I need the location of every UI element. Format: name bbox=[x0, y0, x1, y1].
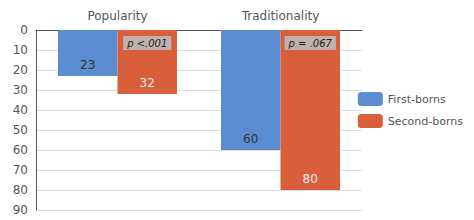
svg-text:20: 20 bbox=[13, 63, 28, 77]
svg-text:First-borns: First-borns bbox=[388, 93, 446, 106]
svg-text:40: 40 bbox=[13, 103, 28, 117]
svg-text:80: 80 bbox=[13, 183, 28, 197]
svg-text:60: 60 bbox=[243, 132, 258, 146]
svg-text:10: 10 bbox=[13, 43, 28, 57]
svg-text:p = .067: p = .067 bbox=[288, 38, 333, 49]
svg-text:Second-borns: Second-borns bbox=[388, 115, 463, 128]
svg-text:30: 30 bbox=[13, 83, 28, 97]
svg-text:32: 32 bbox=[140, 76, 155, 90]
svg-text:80: 80 bbox=[303, 172, 318, 186]
svg-text:70: 70 bbox=[13, 163, 28, 177]
svg-text:Traditionality: Traditionality bbox=[241, 9, 320, 23]
svg-text:90: 90 bbox=[13, 203, 28, 217]
svg-text:Popularity: Popularity bbox=[87, 9, 147, 23]
svg-text:23: 23 bbox=[80, 58, 95, 72]
svg-text:p <.001: p <.001 bbox=[126, 38, 167, 49]
svg-text:60: 60 bbox=[13, 143, 28, 157]
svg-text:50: 50 bbox=[13, 123, 28, 137]
svg-text:0: 0 bbox=[20, 23, 28, 37]
